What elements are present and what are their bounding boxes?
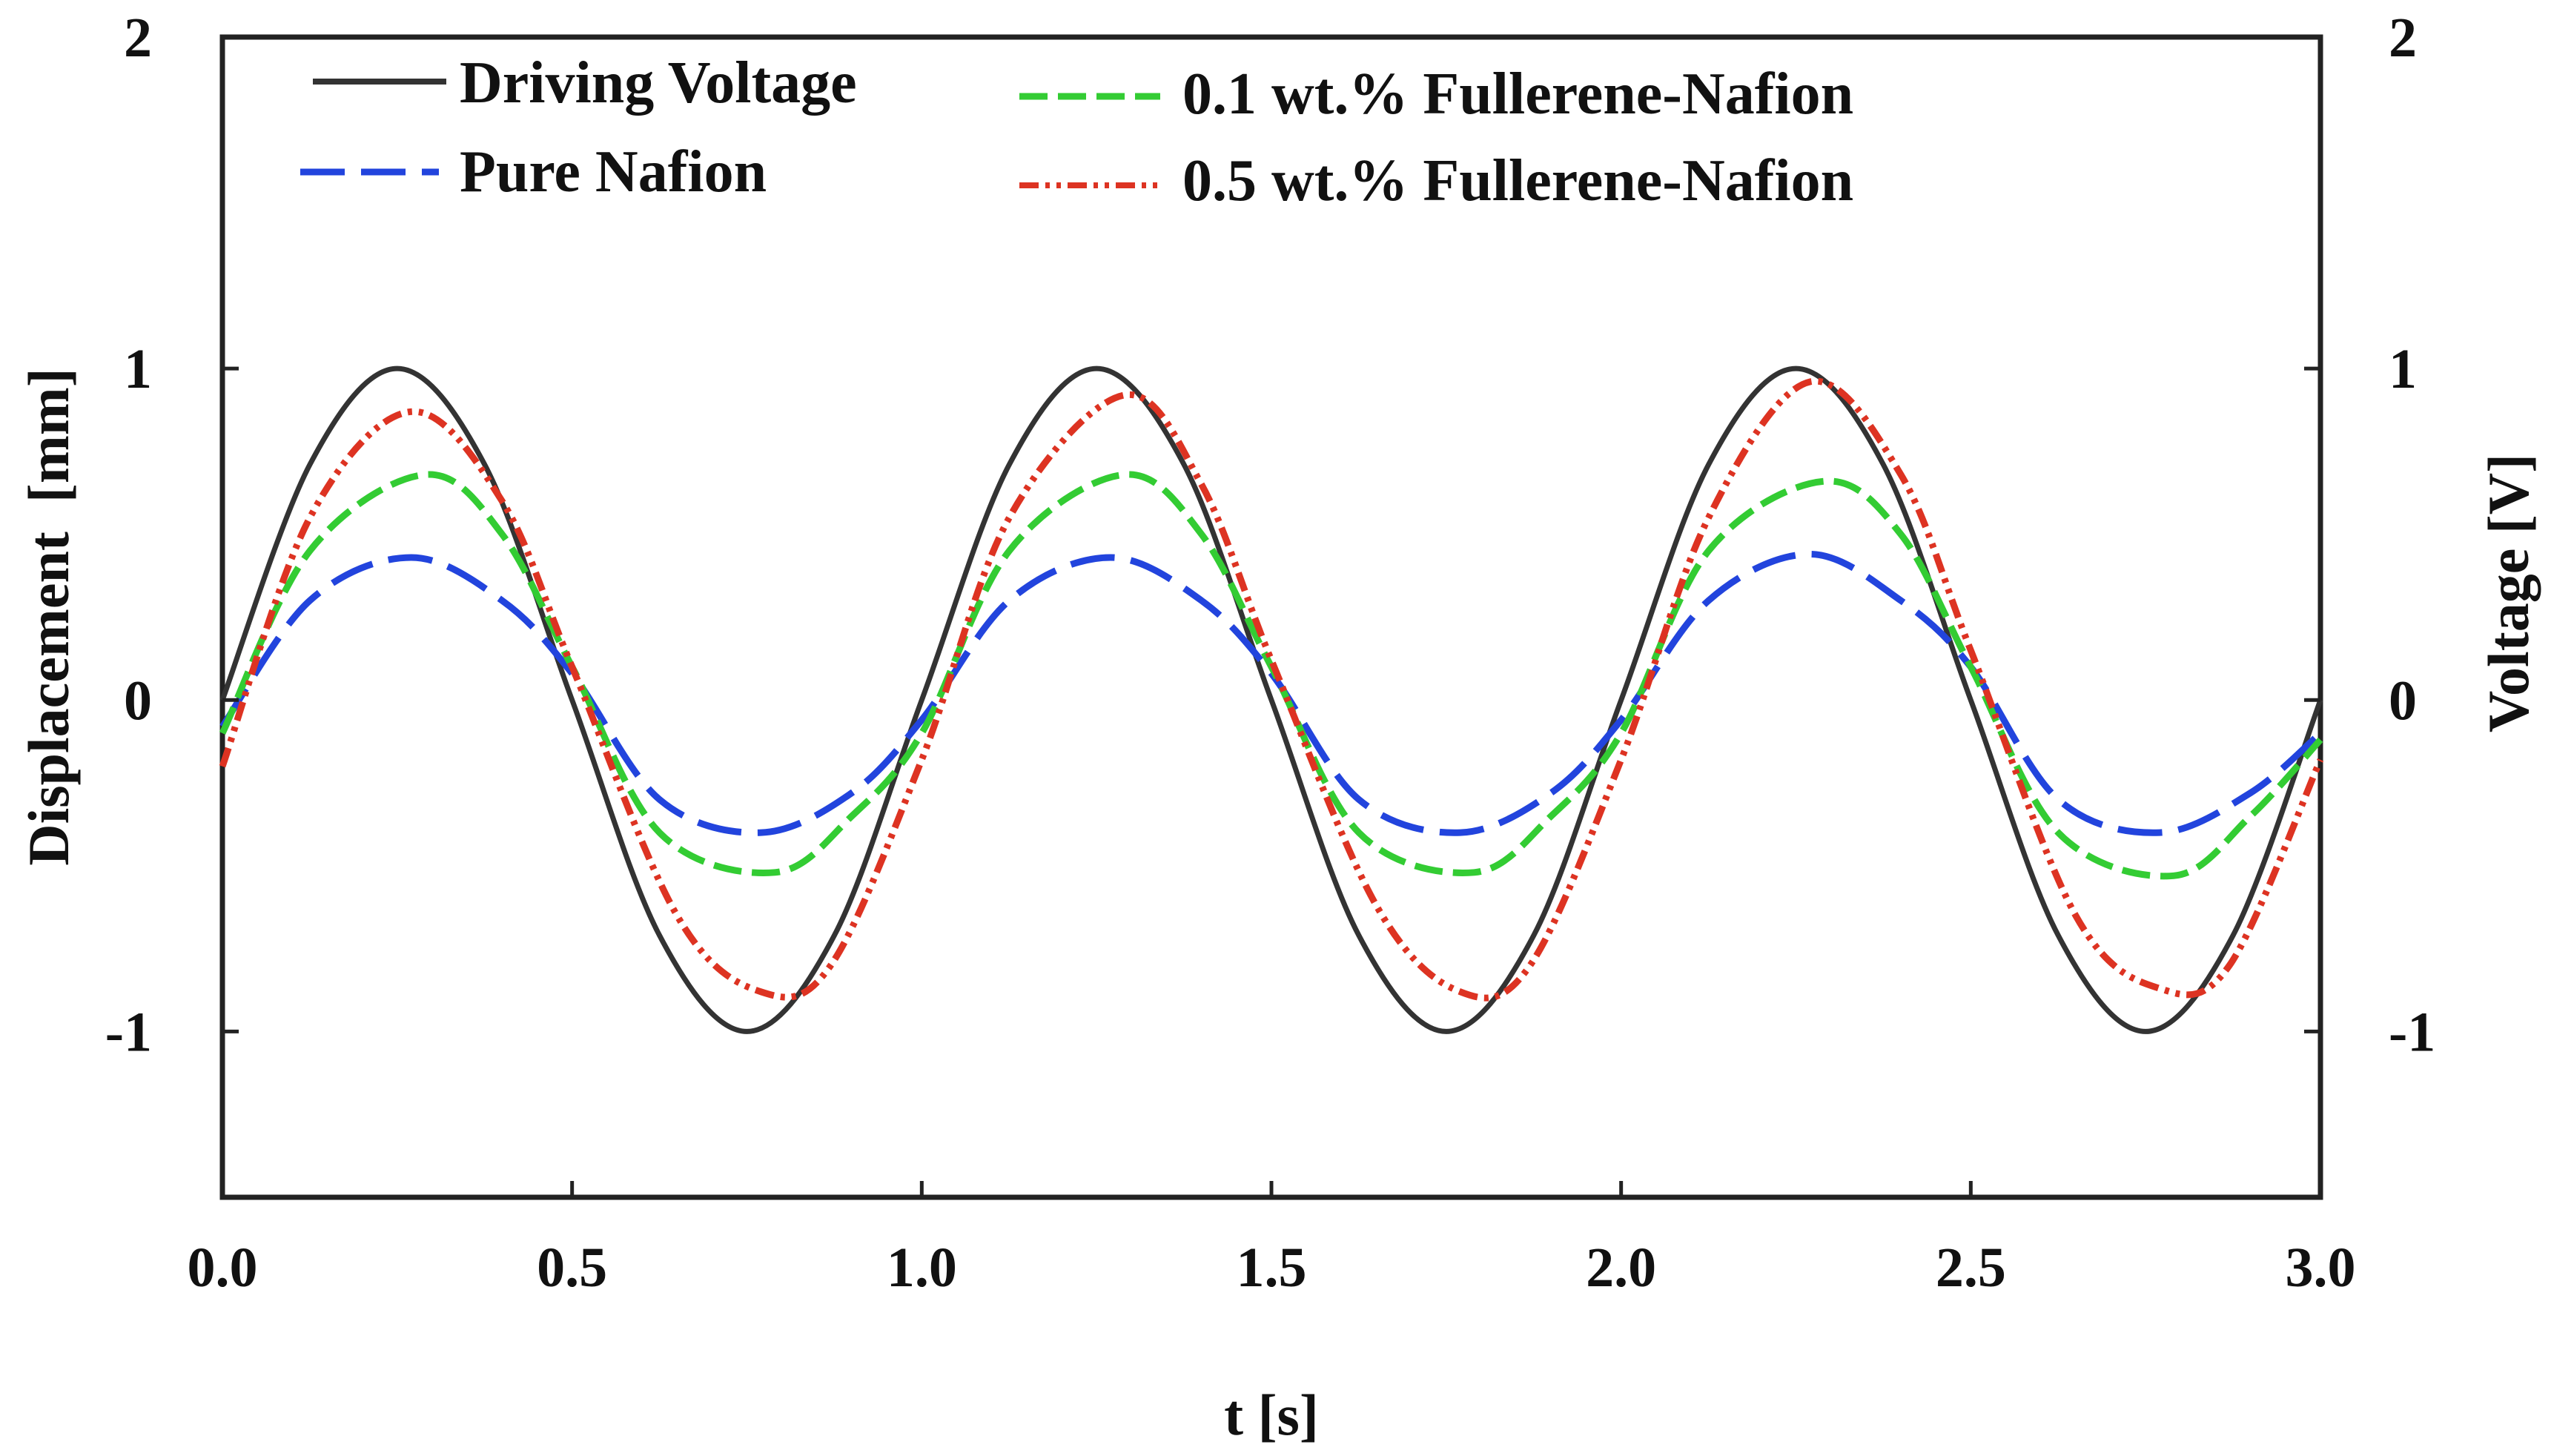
x-tick-label: 3.0 (2286, 1237, 2356, 1299)
legend-label-driving-voltage: Driving Voltage (460, 50, 857, 116)
y-tick-label: 0 (124, 669, 152, 732)
y2-axis-title: Voltage [V] (2476, 454, 2541, 732)
y-axis-right: -1 0 1 2 (2304, 7, 2435, 1063)
series-line-driving-voltage (219, 365, 2323, 1034)
y2-tick-label: 2 (2389, 7, 2417, 69)
y-axis-title: Displacement [mm] (16, 368, 81, 866)
y2-tick-label: 0 (2389, 669, 2417, 732)
y-tick-label: 2 (124, 7, 152, 69)
x-axis-title: t [s] (1224, 1383, 1319, 1447)
series-line-0-5-wt-fullerene-nafion (219, 377, 2324, 1002)
series-layer (219, 365, 2324, 1034)
y2-tick-label: 1 (2389, 338, 2417, 400)
x-tick-label: 2.0 (1586, 1237, 1656, 1299)
x-tick-label: 1.0 (887, 1237, 957, 1299)
x-tick-label: 1.5 (1237, 1237, 1307, 1299)
y-axis-left: -1 0 1 2 (105, 7, 239, 1063)
series-line-0-1-wt-fullerene-nafion (219, 471, 2323, 880)
legend-label-0-1-fullerene: 0.1 wt.% Fullerene-Nafion (1182, 62, 1853, 127)
x-tick-label: 2.5 (1936, 1237, 2006, 1299)
x-tick-label: 0.5 (537, 1237, 607, 1299)
x-tick-label: 0.0 (188, 1237, 258, 1299)
legend: Driving Voltage Pure Nafion 0.1 wt.% Ful… (300, 50, 1853, 214)
y-tick-label: -1 (105, 1001, 152, 1063)
y2-tick-label: -1 (2389, 1001, 2435, 1063)
y-tick-label: 1 (124, 338, 152, 400)
x-axis: 0.0 0.5 1.0 1.5 2.0 2.5 3.0 (188, 1181, 2356, 1299)
legend-label-0-5-fullerene: 0.5 wt.% Fullerene-Nafion (1182, 148, 1853, 214)
legend-label-pure-nafion: Pure Nafion (460, 139, 767, 205)
